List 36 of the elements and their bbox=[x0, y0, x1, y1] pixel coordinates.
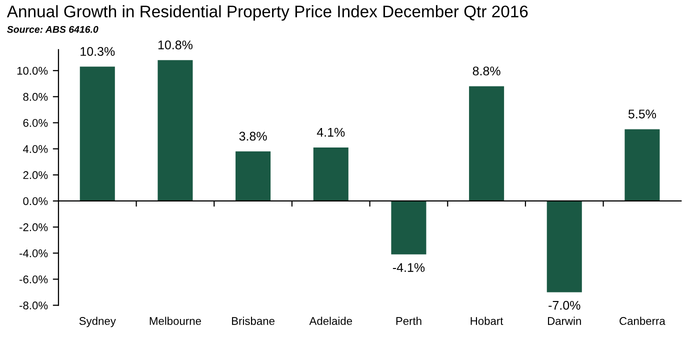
x-tick-label: Hobart bbox=[470, 316, 504, 325]
data-label: -7.0% bbox=[548, 300, 580, 310]
bar bbox=[546, 200, 582, 292]
y-tick-label: 6.0% bbox=[23, 119, 48, 127]
data-label: 10.8% bbox=[158, 40, 193, 50]
data-label: -4.1% bbox=[392, 263, 425, 272]
bar bbox=[236, 151, 271, 201]
chart-title: Annual Growth in Residential Property Price Index December Qtr 2016 bbox=[6, 5, 528, 21]
bar bbox=[391, 200, 426, 254]
y-tick-label: -4.0% bbox=[20, 249, 48, 258]
x-tick-label: Darwin bbox=[548, 316, 581, 325]
data-label: 10.3% bbox=[80, 47, 115, 56]
data-label: 3.8% bbox=[239, 132, 267, 141]
x-tick-label: Perth bbox=[396, 316, 422, 325]
x-tick-label: Adelaide bbox=[309, 316, 352, 325]
y-tick-label: -2.0% bbox=[20, 223, 48, 232]
data-label: 5.5% bbox=[628, 110, 656, 118]
x-tick-label: Canberra bbox=[620, 316, 666, 325]
data-label: 8.8% bbox=[472, 66, 500, 76]
y-tick-label: 0.0% bbox=[23, 197, 48, 206]
bar bbox=[313, 148, 348, 201]
bar bbox=[80, 66, 115, 201]
y-tick-label: 2.0% bbox=[23, 171, 48, 180]
y-tick-label: -6.0% bbox=[20, 275, 48, 284]
x-tick-label: Melbourne bbox=[150, 316, 201, 325]
x-tick-label: Sydney bbox=[79, 316, 116, 328]
y-tick-label: 8.0% bbox=[23, 92, 48, 101]
y-tick-label: 4.0% bbox=[22, 145, 48, 153]
x-tick-label: Brisbane bbox=[232, 316, 274, 325]
chart-subtitle: Source: ABS 6416.0 bbox=[7, 26, 98, 33]
y-tick-label: -8.0% bbox=[20, 302, 48, 310]
bar bbox=[469, 86, 504, 201]
bar bbox=[624, 129, 660, 201]
bar bbox=[158, 60, 193, 201]
y-tick-label: 10.0% bbox=[17, 66, 48, 75]
data-label: 4.1% bbox=[316, 128, 345, 137]
